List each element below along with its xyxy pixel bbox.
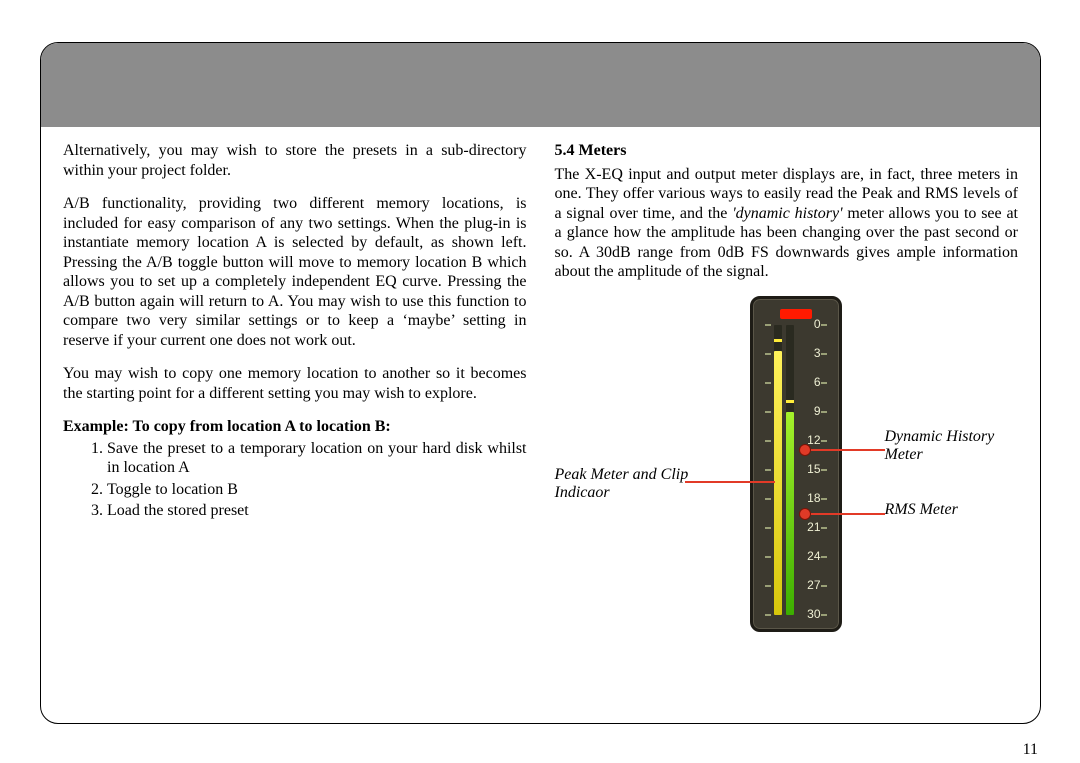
annot-lead-left: [685, 481, 775, 483]
header-band: [41, 43, 1040, 127]
page-content: Alternatively, you may wish to store the…: [41, 127, 1040, 723]
scale-label: 21: [799, 520, 821, 535]
annot-lead-right-top: [809, 449, 885, 451]
annot-rms: RMS Meter: [885, 501, 1035, 519]
annot-lead-right-bottom: [809, 513, 885, 515]
example-step-1: Save the preset to a temporary location …: [107, 439, 527, 478]
meter-bars: [774, 325, 796, 615]
example-step-2: Toggle to location B: [107, 480, 527, 500]
meter-body: 036912151821242730: [750, 296, 842, 632]
right-column: 5.4 Meters The X-EQ input and output met…: [541, 141, 1019, 713]
meter-figure: 036912151821242730 Peak Meter and Clip I…: [555, 296, 1019, 636]
para-meters: The X-EQ input and output meter displays…: [555, 165, 1019, 282]
scale-label: 18: [799, 491, 821, 506]
page-number: 11: [1023, 741, 1038, 759]
para-alt-store: Alternatively, you may wish to store the…: [63, 141, 527, 180]
page-frame: Alternatively, you may wish to store the…: [40, 42, 1041, 724]
scale-label: 24: [799, 549, 821, 564]
annot-peak-clip: Peak Meter and Clip Indicaor: [555, 466, 725, 503]
scale-label: 3: [799, 346, 821, 361]
red-dot-history-icon: [799, 444, 811, 456]
meter-scale: 036912151821242730: [761, 325, 831, 615]
scale-label: 27: [799, 578, 821, 593]
scale-label: 30: [799, 607, 821, 622]
left-column: Alternatively, you may wish to store the…: [63, 141, 541, 713]
scale-label: 9: [799, 404, 821, 419]
para-copy-intro: You may wish to copy one memory location…: [63, 364, 527, 403]
example-step-3: Load the stored preset: [107, 501, 527, 521]
scale-label: 6: [799, 375, 821, 390]
scale-label: 0: [799, 317, 821, 332]
example-heading: Example: To copy from location A to loca…: [63, 417, 527, 437]
para-ab-function: A/B functionality, providing two differe…: [63, 194, 527, 350]
example-steps: Save the preset to a temporary location …: [63, 439, 527, 521]
section-5-4-heading: 5.4 Meters: [555, 141, 1019, 161]
annot-dyn-history: Dynamic History Meter: [885, 428, 1035, 465]
para-meters-italic: 'dynamic history': [732, 205, 842, 222]
red-dot-rms-icon: [799, 508, 811, 520]
scale-label: 15: [799, 462, 821, 477]
